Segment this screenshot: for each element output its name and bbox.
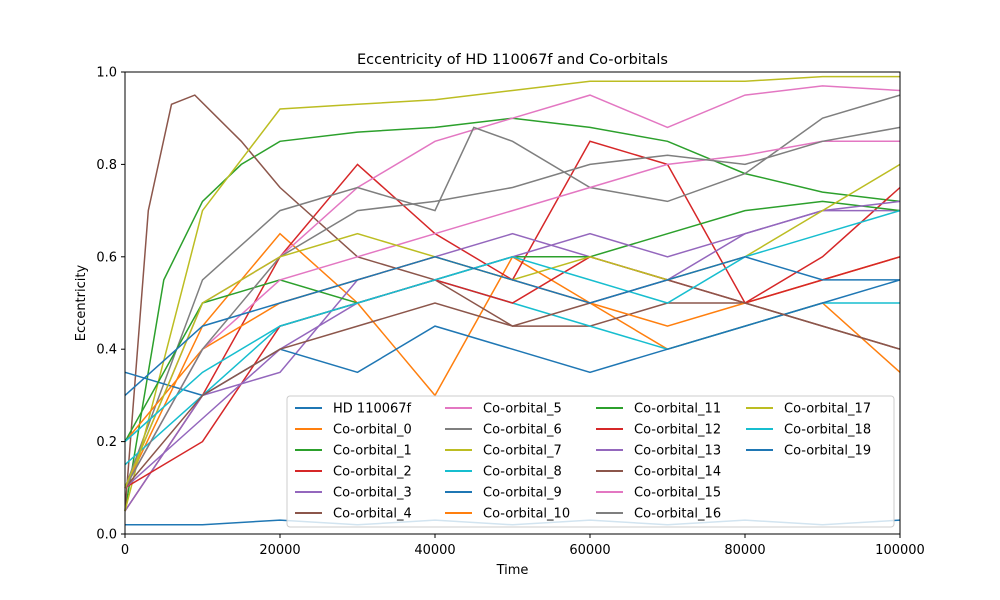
y-tick-label: 0.4 (96, 343, 117, 358)
legend-item-co-orbital-19: Co-orbital_19 (746, 444, 871, 459)
legend-item-co-orbital-3: Co-orbital_3 (295, 486, 412, 501)
legend-item-co-orbital-18: Co-orbital_18 (746, 423, 871, 438)
x-tick-label: 0 (121, 543, 129, 558)
legend-label: Co-orbital_7 (483, 444, 562, 459)
legend-item-co-orbital-0: Co-orbital_0 (295, 423, 412, 438)
x-tick-label: 60000 (569, 543, 610, 558)
y-tick-label: 0.8 (96, 158, 117, 173)
y-axis-label: Eccentricity (74, 265, 89, 342)
legend-label: Co-orbital_2 (333, 465, 412, 480)
legend-label: Co-orbital_12 (634, 423, 721, 438)
legend-label: Co-orbital_14 (634, 465, 721, 480)
legend-label: HD 110067f (333, 402, 412, 417)
x-axis-ticks: 0 20000 40000 60000 80000 100000 (121, 534, 925, 558)
legend-item-co-orbital-2: Co-orbital_2 (295, 465, 412, 480)
legend-item-hd-110067f: HD 110067f (295, 402, 412, 417)
legend-item-co-orbital-15: Co-orbital_15 (596, 486, 721, 501)
legend-label: Co-orbital_13 (634, 444, 721, 459)
series-line-co-orbital-18 (124, 209, 901, 443)
legend-label: Co-orbital_1 (333, 444, 412, 459)
legend-label: Co-orbital_0 (333, 423, 412, 438)
legend-label: Co-orbital_3 (333, 486, 412, 501)
legend-label: Co-orbital_16 (634, 507, 721, 522)
y-tick-label: 0.2 (96, 435, 117, 450)
y-tick-label: 1.0 (96, 66, 117, 81)
legend-item-co-orbital-16: Co-orbital_16 (596, 507, 721, 522)
legend-frame (286, 395, 895, 528)
legend-item-co-orbital-17: Co-orbital_17 (746, 402, 871, 417)
y-axis-ticks: 0.0 0.2 0.4 0.6 0.8 1.0 (96, 66, 125, 543)
legend-item-co-orbital-9: Co-orbital_9 (445, 486, 562, 501)
chart-title: Eccentricity of HD 110067f and Co-orbita… (357, 52, 668, 68)
series-line-co-orbital-6 (124, 94, 901, 489)
y-tick-label: 0.0 (96, 528, 117, 543)
legend-item-co-orbital-7: Co-orbital_7 (445, 444, 562, 459)
x-tick-label: 100000 (875, 543, 925, 558)
legend-item-co-orbital-5: Co-orbital_5 (445, 402, 562, 417)
legend-label: Co-orbital_8 (483, 465, 562, 480)
legend-label: Co-orbital_17 (784, 402, 871, 417)
legend: HD 110067f Co-orbital_0 Co-orbital_1 Co-orb… (286, 395, 895, 528)
series-layer (124, 75, 901, 526)
x-tick-label: 80000 (724, 543, 765, 558)
legend-item-co-orbital-11: Co-orbital_11 (596, 402, 721, 417)
legend-item-co-orbital-10: Co-orbital_10 (445, 507, 570, 522)
legend-label: Co-orbital_11 (634, 402, 721, 417)
legend-label: Co-orbital_10 (483, 507, 570, 522)
series-line-co-orbital-15 (124, 140, 900, 489)
legend-item-co-orbital-14: Co-orbital_14 (596, 465, 721, 480)
x-tick-label: 20000 (259, 543, 300, 558)
legend-label: Co-orbital_19 (784, 444, 871, 459)
legend-item-co-orbital-1: Co-orbital_1 (295, 444, 412, 459)
y-tick-label: 0.6 (96, 250, 117, 265)
legend-label: Co-orbital_9 (483, 486, 562, 501)
legend-item-co-orbital-6: Co-orbital_6 (445, 423, 562, 438)
legend-label: Co-orbital_4 (333, 507, 412, 522)
legend-label: Co-orbital_15 (634, 486, 721, 501)
legend-label: Co-orbital_6 (483, 423, 562, 438)
series-line-co-orbital-14 (124, 279, 901, 489)
plot-frame (124, 71, 901, 535)
legend-item-co-orbital-4: Co-orbital_4 (295, 507, 412, 522)
legend-label: Co-orbital_5 (483, 402, 562, 417)
legend-item-co-orbital-13: Co-orbital_13 (596, 444, 721, 459)
series-line-co-orbital-7 (124, 75, 900, 512)
legend-item-co-orbital-12: Co-orbital_12 (596, 423, 721, 438)
x-axis-label: Time (496, 563, 529, 578)
legend-label: Co-orbital_18 (784, 423, 871, 438)
series-line-co-orbital-19 (124, 256, 900, 396)
legend-item-co-orbital-8: Co-orbital_8 (445, 465, 562, 480)
series-line-co-orbital-16 (124, 126, 901, 489)
x-tick-label: 40000 (414, 543, 455, 558)
